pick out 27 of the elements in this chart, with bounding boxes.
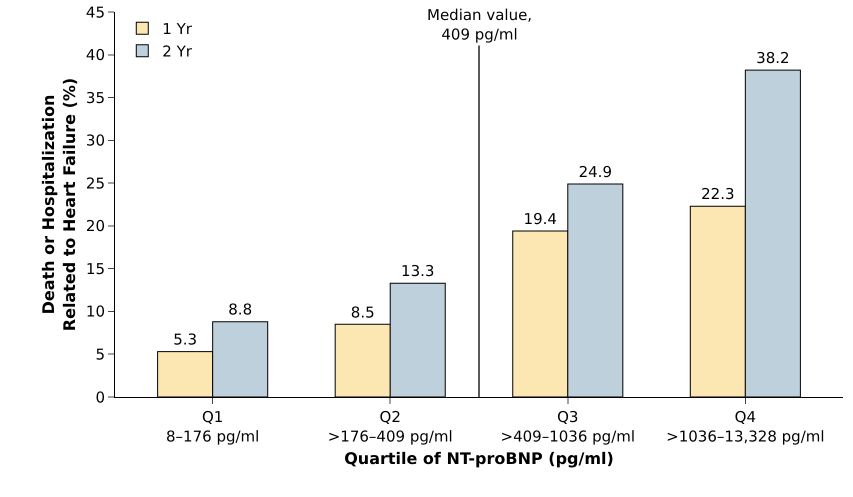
data-label: 5.3 [173, 330, 198, 349]
y-axis-title: Death or Hospitalization Related to Heart Failure (%) [39, 78, 79, 332]
legend-label: 1 Yr [162, 20, 193, 38]
y-tick-label: 0 [95, 388, 105, 406]
legend-label: 2 Yr [162, 42, 193, 61]
data-label: 24.9 [578, 162, 612, 181]
data-label: 19.4 [524, 210, 557, 228]
y-tick-label: 10 [86, 302, 105, 321]
y-tick-label: 25 [86, 174, 105, 192]
x-tick-label: Q1 8–176 pg/ml [166, 408, 260, 446]
y-tick-label: 35 [86, 88, 105, 107]
y-tick-label: 5 [95, 345, 105, 364]
data-label: 22.3 [701, 185, 735, 204]
data-label: 8.8 [228, 300, 252, 319]
y-tick-label: 30 [86, 132, 105, 150]
data-label: 8.5 [350, 303, 375, 322]
data-label: 38.2 [756, 49, 790, 68]
annotation: Median value, 409 pg/ml [427, 6, 532, 44]
y-tick-label: 45 [86, 3, 105, 22]
y-tick-label: 40 [86, 46, 105, 64]
data-label: 13.3 [401, 262, 434, 280]
x-tick-label: Q2 >176–409 pg/ml [328, 408, 453, 446]
x-axis-title: Quartile of NT-proBNP (pg/ml) [344, 449, 614, 468]
y-tick-label: 20 [86, 217, 105, 236]
y-tick-label: 15 [86, 260, 105, 278]
x-tick-label: Q3 >409–1036 pg/ml [500, 408, 636, 446]
x-tick-label: Q4 >1036–13,328 pg/ml [666, 408, 825, 446]
